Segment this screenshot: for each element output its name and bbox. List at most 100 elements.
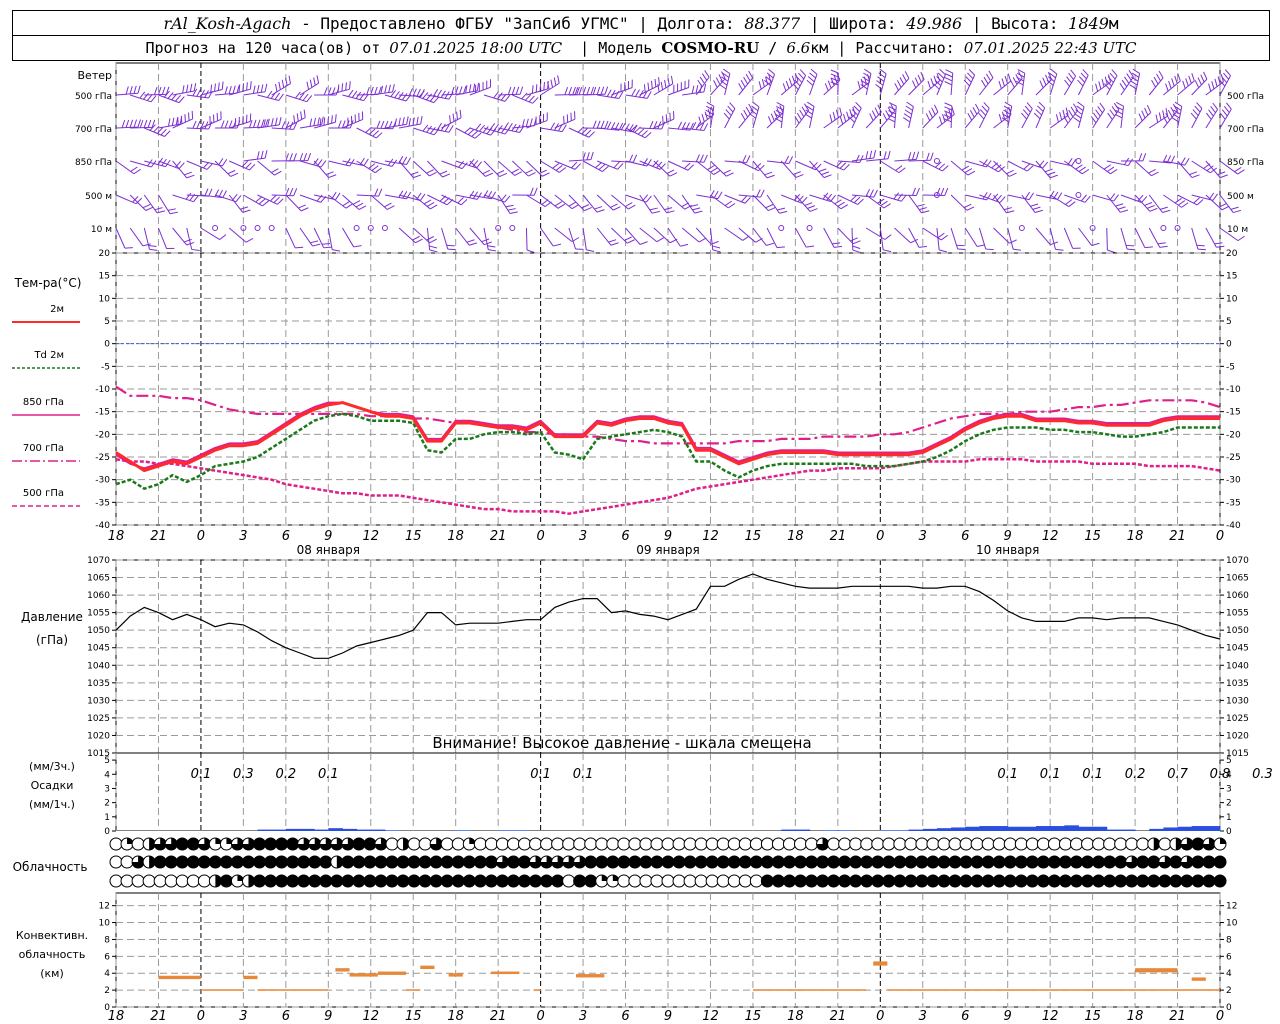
cloud-symbol-lower [1025, 874, 1039, 888]
precip-tick-label-left: 0 [104, 827, 110, 837]
cloud-symbol-upper [175, 837, 189, 851]
cloud-symbol-middle [529, 855, 543, 869]
wind-barb [172, 83, 197, 96]
hour-label-bottom: 15 [1084, 1009, 1101, 1024]
cloud-symbol-upper [1081, 837, 1095, 851]
wind-calm-circle [933, 192, 940, 198]
cloud-symbol-middle [793, 855, 807, 869]
hour-label-bottom: 0 [197, 1009, 205, 1024]
cloud-symbol-lower [1058, 874, 1072, 888]
wind-barb [328, 81, 351, 96]
precip-bar [837, 830, 853, 831]
wind-barb [342, 194, 367, 210]
precip-bar [1064, 825, 1079, 831]
cloud-symbol-upper [418, 837, 432, 851]
wind-barb [370, 84, 395, 96]
wind-barb [582, 227, 595, 252]
cloud-symbol-lower [1081, 874, 1095, 888]
cloud-symbol-lower [573, 874, 587, 888]
wind-barb [200, 81, 224, 96]
wind-barb [540, 75, 560, 96]
conv-tick-label-right: 8 [1226, 935, 1232, 945]
day-label: 10 января [976, 543, 1039, 557]
cloud-symbol-middle [352, 855, 366, 869]
cloud-symbol-lower [606, 874, 620, 888]
conv-tick-label-right: 2 [1226, 986, 1232, 996]
wind-barb [257, 160, 282, 176]
wind-barb [738, 189, 765, 198]
cloud-symbol-upper [385, 837, 399, 851]
cloud-symbol-lower [341, 874, 355, 888]
precip-tick-label-right: 3 [1226, 784, 1232, 794]
conv-tick-label-left: 6 [104, 952, 110, 962]
wind-calm-circle [933, 158, 940, 164]
wind-calm-circle [1018, 225, 1025, 231]
wind-barb [469, 123, 497, 136]
cloud-symbol-middle [683, 855, 697, 869]
wind-barb [653, 194, 675, 214]
pressure-tick-label-right: 1020 [1226, 731, 1249, 741]
cloud-symbol-lower [1047, 874, 1061, 888]
wind-calm-circle [1174, 225, 1181, 231]
wind-barb [1219, 160, 1245, 175]
wind-barb [766, 194, 788, 214]
cloud-symbol-middle [1147, 855, 1161, 869]
wind-barb [229, 81, 252, 96]
day-label: 09 января [636, 543, 699, 557]
temp-legend-label: Td 2м [33, 350, 64, 361]
pressure-tick-label-left: 1050 [87, 626, 110, 636]
wind-barb [1064, 160, 1090, 175]
cloud-symbol-upper [275, 837, 289, 851]
cloud-symbol-middle [462, 855, 476, 869]
wind-barb [823, 72, 841, 96]
wind-barb [738, 103, 754, 129]
wind-barb [130, 119, 156, 129]
cloud-symbol-upper [992, 837, 1006, 851]
precip-bar [951, 827, 966, 831]
cloud-symbol-upper [1025, 837, 1039, 851]
cloud-symbol-lower [992, 874, 1006, 888]
cloud-symbol-lower [142, 874, 156, 888]
wind-barb [1106, 157, 1134, 167]
wind-barb [257, 90, 284, 101]
wind-barb [1120, 153, 1147, 162]
wind-barb [186, 120, 213, 130]
wind-calm-circle [1160, 225, 1167, 231]
wind-barb [875, 68, 887, 96]
wind-barb [526, 160, 550, 177]
wind-barb [327, 227, 341, 252]
cloud-symbol-lower [672, 874, 686, 888]
hour-label-bottom: 12 [702, 1009, 719, 1024]
cloud-symbol-upper [473, 837, 487, 851]
hour-label-bottom: 0 [876, 1009, 884, 1024]
wind-barb [950, 194, 975, 211]
cloud-symbol-lower [153, 874, 167, 888]
wind-level-label-left: 500 м [85, 192, 112, 202]
precip-bar [328, 828, 343, 831]
wind-barb [1191, 192, 1219, 201]
pressure-tick-label-left: 1015 [87, 749, 110, 759]
cloud-symbol-middle [484, 855, 498, 869]
wind-barb [582, 160, 609, 172]
precip-bar [271, 829, 287, 831]
cloud-symbol-middle [749, 855, 763, 869]
wind-barb [568, 86, 595, 96]
conv-tick-label-left: 10 [99, 919, 111, 929]
cloud-symbol-lower [771, 874, 785, 888]
wind-barb [554, 111, 576, 129]
wind-barb [823, 194, 849, 210]
wind-barb [887, 102, 897, 129]
cloud-symbol-upper [241, 837, 255, 851]
cloud-symbol-upper [1047, 837, 1061, 851]
cloud-symbol-lower [727, 874, 741, 888]
wind-barb [540, 194, 566, 209]
wind-barb [922, 187, 949, 197]
hour-label-bottom: 18 [787, 1009, 804, 1024]
pressure-tick-label-left: 1020 [87, 731, 110, 741]
cloud-symbol-upper [661, 837, 675, 851]
hour-label-mid: 6 [961, 529, 969, 544]
cloud-symbol-middle [109, 855, 123, 869]
wind-title: Ветер [78, 69, 112, 82]
wind-barb [483, 91, 511, 102]
